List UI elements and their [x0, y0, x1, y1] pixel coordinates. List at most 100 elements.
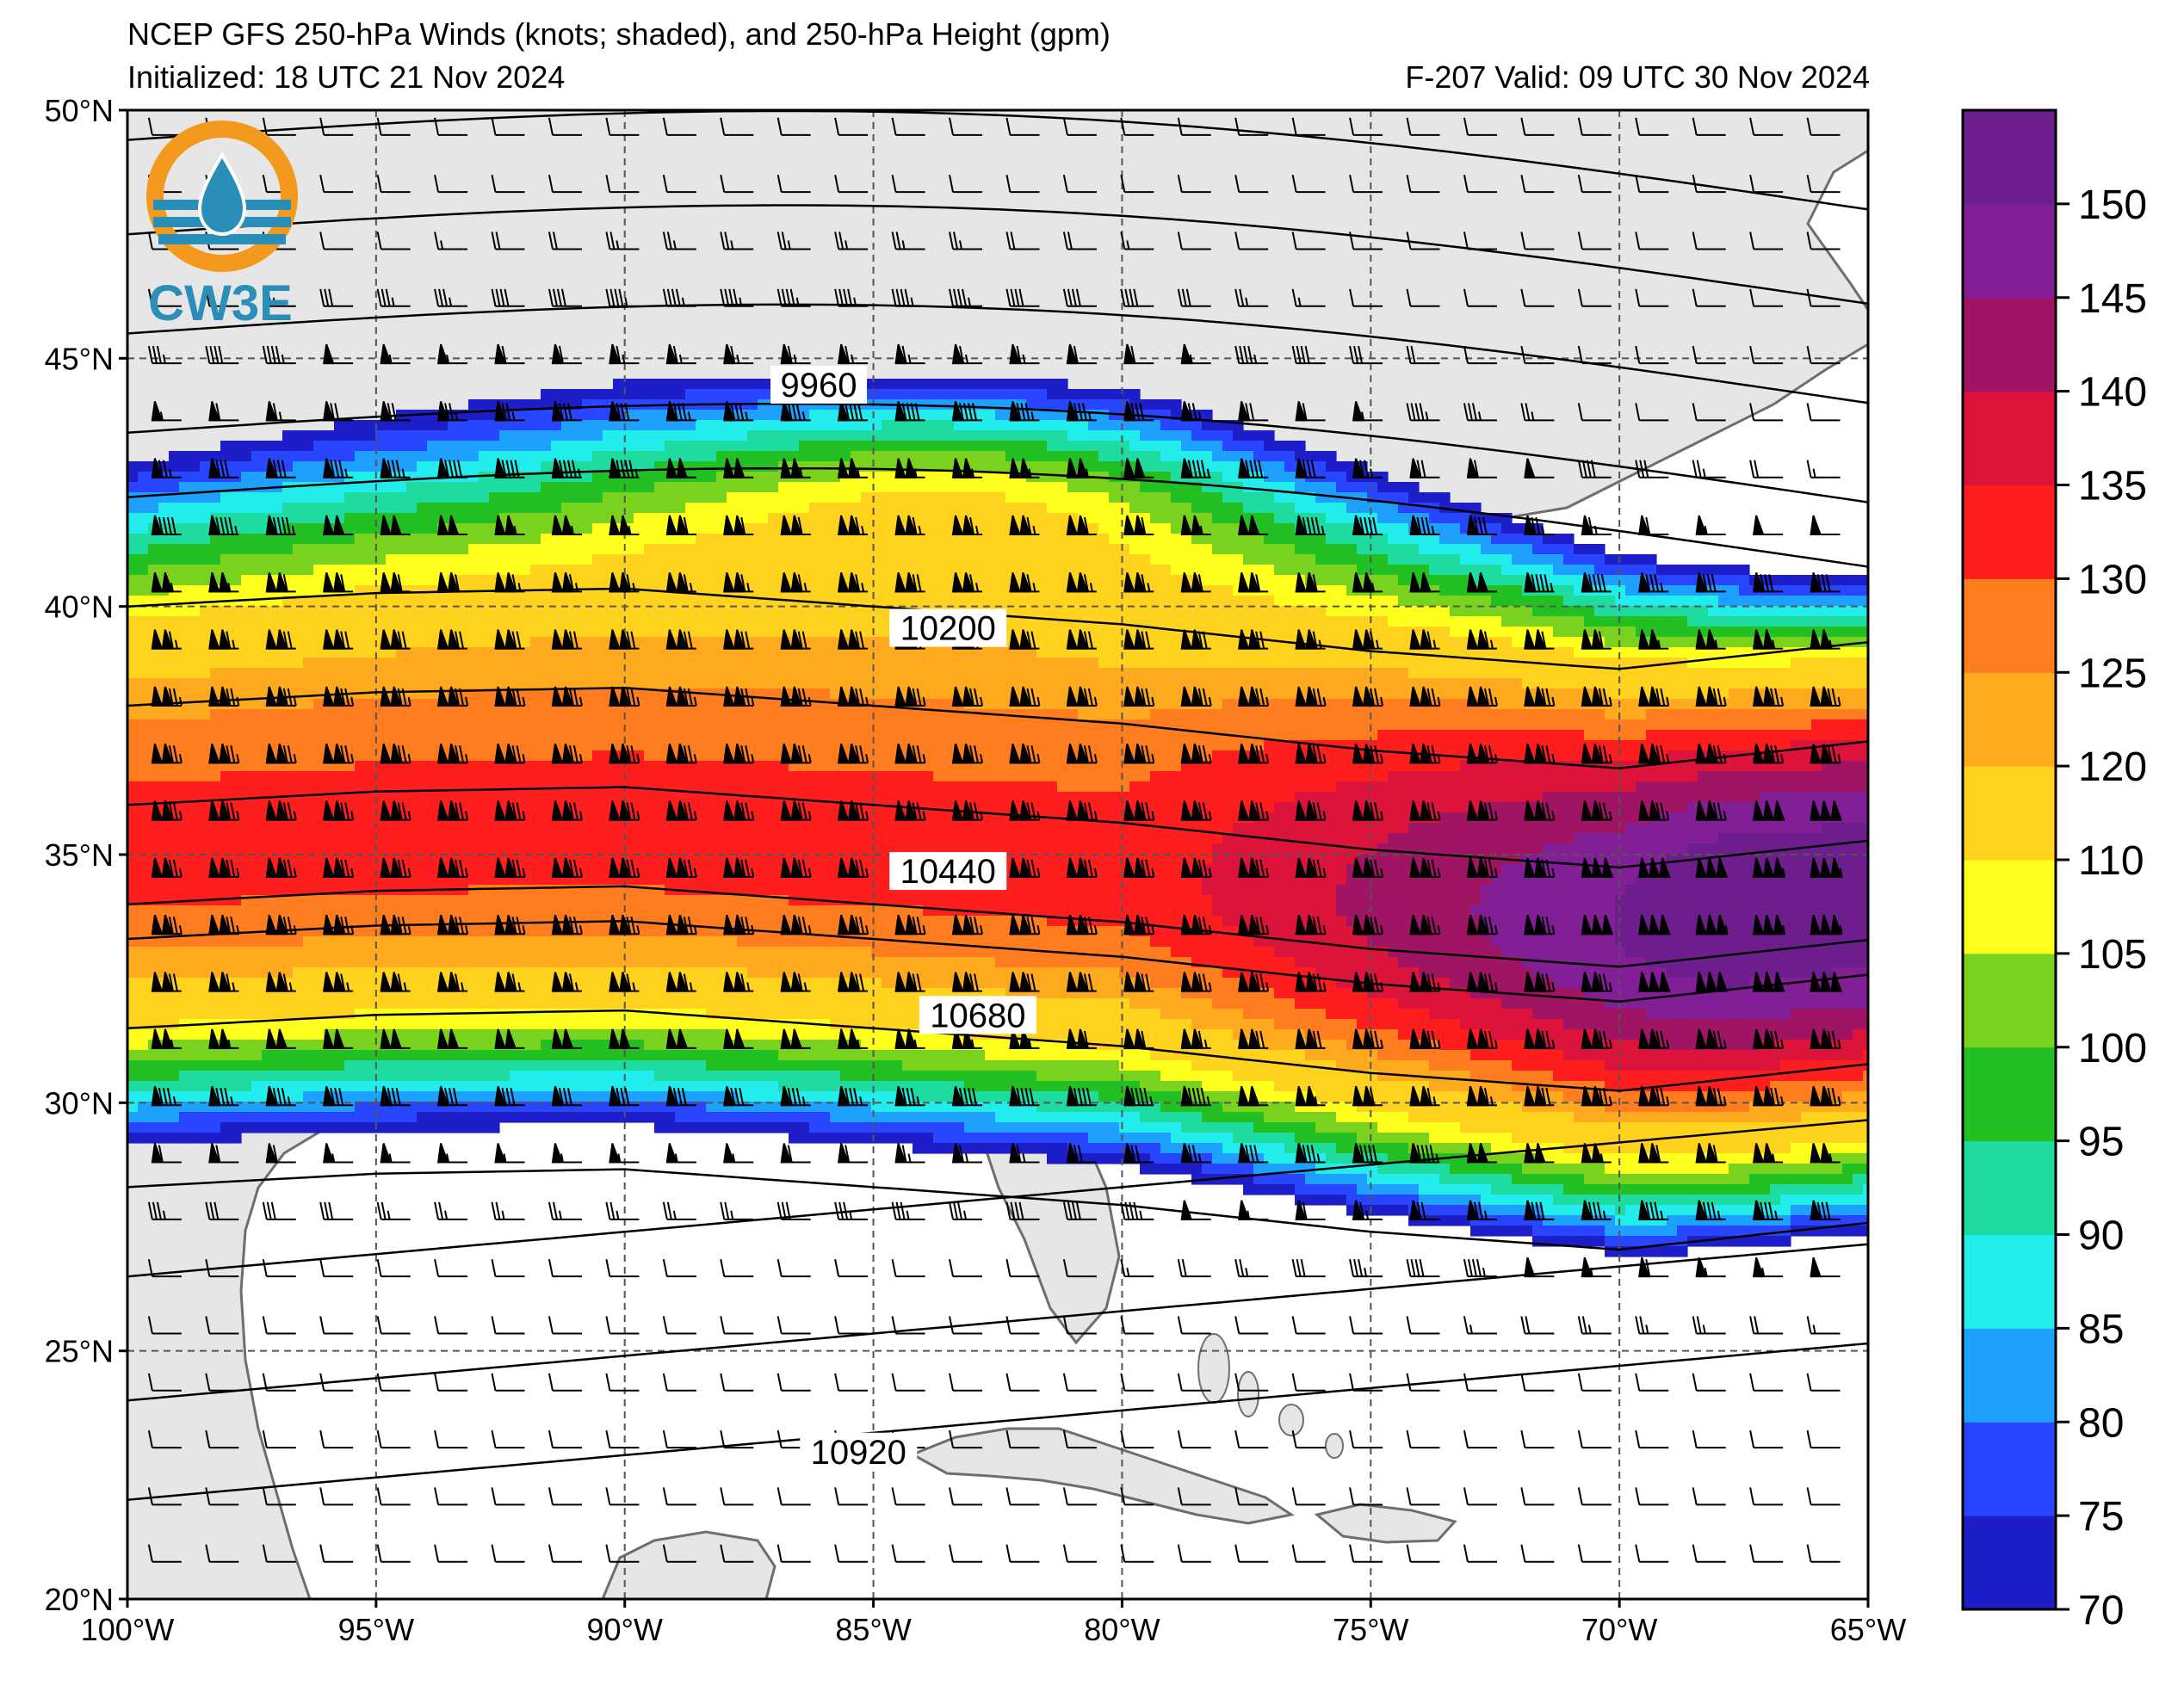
wind-barb [1005, 1316, 1040, 1335]
wind-barb [1695, 1143, 1726, 1164]
wind-barb [1349, 117, 1383, 136]
wind-barb [951, 1028, 983, 1049]
wind-barb [1180, 743, 1212, 764]
wind-barb [1120, 1373, 1154, 1392]
height-contour-line [127, 303, 1868, 404]
wind-barb [1752, 800, 1785, 821]
wind-barb [894, 458, 925, 479]
height-contour-line [127, 466, 1868, 568]
wind-barb [1749, 232, 1784, 250]
wind-barb [1409, 914, 1441, 935]
wind-barb [1524, 1257, 1555, 1278]
wind-barb [208, 972, 239, 992]
wind-barb [1238, 686, 1270, 707]
wind-barb [1577, 232, 1612, 250]
wind-barb [1409, 1143, 1440, 1164]
wind-barb [1577, 1373, 1612, 1392]
wind-barb [1066, 1028, 1097, 1049]
wind-barb [491, 1201, 525, 1220]
wind-barb [609, 743, 640, 764]
wind-barb [834, 1201, 869, 1220]
wind-barb [1520, 1429, 1555, 1449]
wind-barb [1581, 914, 1614, 935]
wind-barb [208, 914, 240, 935]
wind-barb [1463, 1429, 1497, 1449]
wind-barb [1409, 572, 1440, 593]
wind-barb [1692, 288, 1726, 307]
wind-barb [151, 686, 183, 707]
wind-barb [262, 1373, 296, 1392]
wind-barb [1352, 1085, 1383, 1107]
wind-barb [548, 1487, 582, 1506]
wind-barb [262, 1429, 296, 1449]
colorbar-segment [1963, 203, 2056, 299]
wind-barb [208, 572, 239, 593]
wind-barb [1352, 1143, 1383, 1164]
wind-barb [205, 1544, 239, 1563]
wind-barb [208, 1028, 239, 1049]
wind-barb [323, 972, 354, 992]
wind-barb [1520, 1487, 1555, 1506]
wind-barb [491, 1487, 525, 1506]
wind-barb [1295, 458, 1326, 479]
wind-barb [1524, 857, 1556, 878]
colorbar-tick-label: 75 [2078, 1494, 2124, 1540]
wind-barb [834, 288, 869, 307]
wind-barb [720, 1429, 754, 1449]
wind-barb [1005, 1201, 1040, 1220]
wind-barb [436, 1028, 468, 1049]
wind-barb [491, 288, 525, 307]
axis-ticks: 100°W 95°W 90°W 85°W 80°W 75°W 70°W 65°W 20°N 25°… [45, 93, 1907, 1647]
wind-barb [1520, 117, 1555, 136]
wind-barb [1123, 572, 1154, 593]
wind-barb [780, 857, 812, 878]
wind-barb [951, 1085, 983, 1107]
wind-barb [1466, 972, 1498, 992]
wind-barb [147, 1258, 182, 1278]
wind-barb [1695, 914, 1729, 935]
lon-tick-label: 75°W [1333, 1612, 1408, 1647]
wind-barb [151, 1085, 182, 1107]
wind-barb [262, 1544, 296, 1563]
wind-barb [376, 1429, 411, 1449]
wind-barb [723, 743, 755, 764]
wind-barb [151, 1028, 182, 1049]
wind-barb [723, 686, 755, 707]
wind-barb [609, 343, 640, 365]
wind-barb [1123, 629, 1154, 650]
wind-barb [1123, 1028, 1154, 1049]
wind-barb [1581, 800, 1612, 821]
wind-barb [436, 572, 468, 593]
land-cuba [909, 1427, 1295, 1525]
wind-barb [1749, 1429, 1784, 1449]
wind-barb [265, 686, 297, 707]
valid-time: F-207 Valid: 09 UTC 30 Nov 2024 [1405, 59, 1870, 95]
wind-barb [151, 743, 183, 764]
contour-label: 10440 [900, 853, 996, 891]
wind-barb [147, 288, 182, 307]
wind-barb [1009, 686, 1041, 707]
wind-barb [1123, 743, 1155, 764]
wind-barb [894, 1028, 925, 1049]
wind-barb [1352, 686, 1384, 707]
wind-barb [1581, 857, 1614, 878]
wind-barb [1066, 629, 1097, 650]
wind-barb [837, 515, 869, 536]
wind-barb [837, 572, 869, 593]
wind-barb [834, 174, 869, 194]
wind-barb [380, 629, 411, 650]
wind-barb [1238, 458, 1269, 479]
wind-barb [265, 458, 296, 479]
wind-barb [1291, 1258, 1326, 1278]
wind-barb [1695, 515, 1726, 536]
wind-barb [434, 1429, 468, 1449]
wind-barb [720, 288, 754, 307]
contour-label: 9960 [781, 367, 857, 404]
wind-barb [1806, 288, 1841, 307]
wind-barb [1577, 1487, 1612, 1506]
wind-barb [434, 288, 468, 307]
droplet-icon [197, 151, 247, 237]
lat-tick-label: 40°N [45, 590, 114, 625]
wind-barb [1349, 1258, 1383, 1278]
wind-barb [605, 232, 640, 250]
